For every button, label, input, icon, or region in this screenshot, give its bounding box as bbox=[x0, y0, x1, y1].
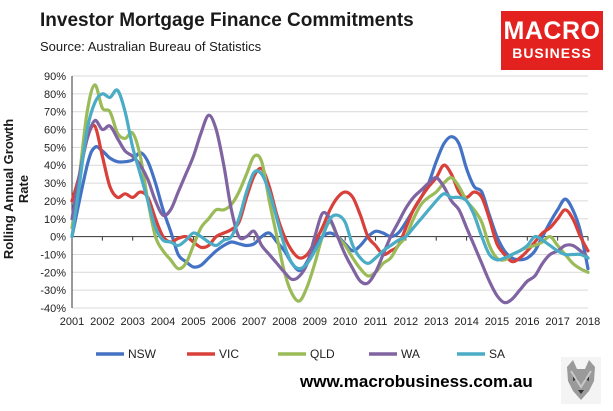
website-url[interactable]: www.macrobusiness.com.au bbox=[300, 372, 533, 391]
x-tick-label: 2017 bbox=[545, 316, 569, 328]
y-tick-label: 10% bbox=[44, 214, 66, 226]
x-tick-label: 2006 bbox=[212, 316, 236, 328]
x-tick-label: 2015 bbox=[485, 316, 509, 328]
x-tick-label: 2009 bbox=[303, 316, 327, 328]
logo-line-1: MACRO bbox=[503, 17, 601, 45]
y-tick-label: 40% bbox=[44, 160, 66, 172]
legend-label-qld: QLD bbox=[310, 347, 335, 361]
y-tick-label: -20% bbox=[40, 267, 66, 279]
chart-source: Source: Australian Bureau of Statistics bbox=[40, 39, 262, 54]
x-tick-label: 2003 bbox=[120, 316, 144, 328]
y-tick-label: 0% bbox=[50, 232, 66, 244]
y-tick-label: 80% bbox=[44, 89, 66, 101]
y-tick-label: 70% bbox=[44, 107, 66, 119]
x-tick-label: 2004 bbox=[151, 316, 175, 328]
y-tick-label: 30% bbox=[44, 178, 66, 190]
logo-line-2: BUSINESS bbox=[512, 45, 592, 61]
x-tick-label: 2007 bbox=[242, 316, 266, 328]
legend-label-wa: WA bbox=[401, 347, 420, 361]
series-line-nsw bbox=[70, 135, 590, 273]
legend-label-nsw: NSW bbox=[128, 347, 157, 361]
chart-title: Investor Mortgage Finance Commitments bbox=[40, 10, 414, 31]
y-tick-label: 20% bbox=[44, 196, 66, 208]
x-tick-label: 2005 bbox=[181, 316, 205, 328]
x-tick-label: 2012 bbox=[394, 316, 418, 328]
series-line-vic bbox=[70, 123, 590, 264]
series-line-sa bbox=[70, 88, 590, 271]
wolf-logo-icon bbox=[561, 357, 601, 404]
legend-label-vic: VIC bbox=[219, 347, 239, 361]
y-tick-label: -40% bbox=[40, 303, 66, 315]
macrobusiness-logo: MACRO BUSINESS bbox=[501, 11, 603, 70]
x-tick-label: 2016 bbox=[515, 316, 539, 328]
y-tick-label: 90% bbox=[44, 71, 66, 83]
x-tick-label: 2018 bbox=[576, 316, 600, 328]
y-tick-label: 60% bbox=[44, 125, 66, 137]
y-tick-label: -10% bbox=[40, 249, 66, 261]
x-tick-label: 2014 bbox=[454, 316, 478, 328]
y-tick-label: 50% bbox=[44, 142, 66, 154]
x-tick-label: 2002 bbox=[90, 316, 114, 328]
x-tick-label: 2001 bbox=[60, 316, 84, 328]
legend-label-sa: SA bbox=[489, 347, 505, 361]
x-tick-label: 2008 bbox=[272, 316, 296, 328]
x-tick-label: 2011 bbox=[364, 316, 388, 328]
x-tick-label: 2013 bbox=[424, 316, 448, 328]
series-line-qld bbox=[70, 83, 590, 303]
x-tick-label: 2010 bbox=[333, 316, 357, 328]
y-tick-label: -30% bbox=[40, 285, 66, 297]
